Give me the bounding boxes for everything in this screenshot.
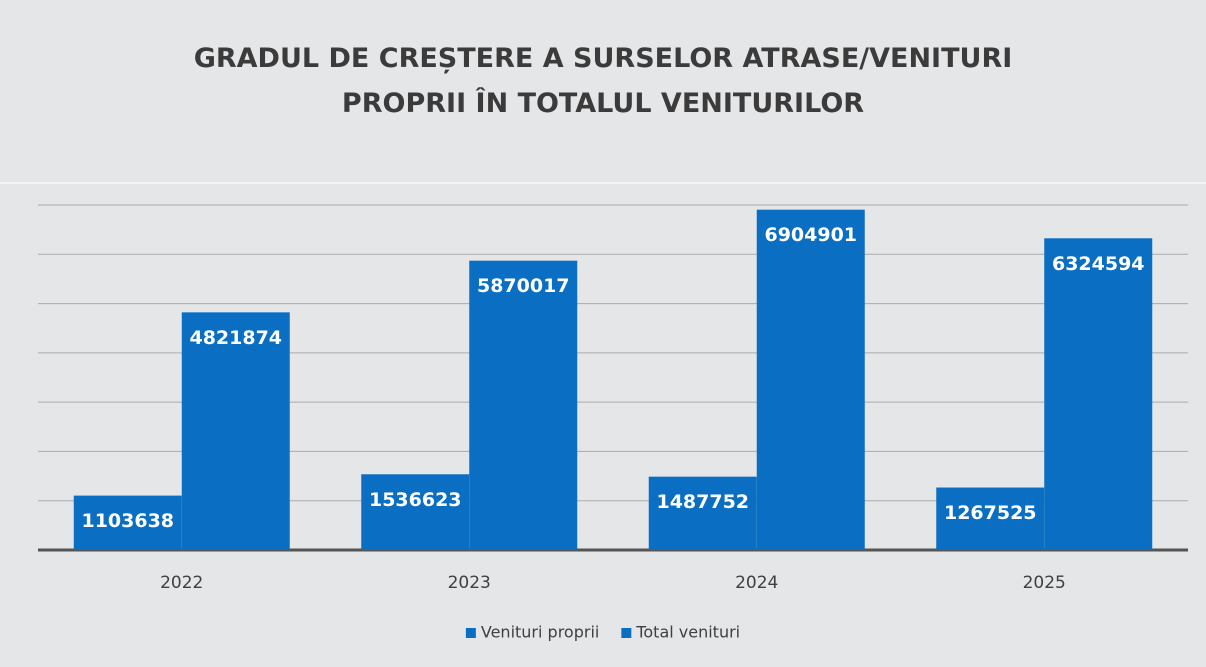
x-tick-label: 2022 xyxy=(160,573,203,593)
x-tick-label: 2024 xyxy=(735,573,778,593)
x-tick-label: 2025 xyxy=(1023,573,1066,593)
bar xyxy=(73,495,182,550)
bar xyxy=(936,487,1045,550)
bar xyxy=(181,312,290,550)
data-label: 1103638 xyxy=(81,510,174,532)
data-label: 4821874 xyxy=(189,327,282,349)
chart-title: GRADUL DE CREȘTERE A SURSELOR ATRASE/VEN… xyxy=(193,43,1013,119)
bar xyxy=(756,209,865,551)
legend-swatch xyxy=(621,628,632,638)
bar xyxy=(469,260,578,550)
bar xyxy=(648,476,757,550)
x-tick-label: 2023 xyxy=(448,573,491,593)
data-label: 6904901 xyxy=(764,224,857,246)
data-label: 6324594 xyxy=(1052,253,1145,275)
data-label: 5870017 xyxy=(477,275,570,297)
bar xyxy=(361,474,470,550)
data-label: 1267525 xyxy=(944,502,1037,524)
data-label: 1487752 xyxy=(656,491,749,513)
legend-label: Venituri proprii xyxy=(481,623,599,642)
legend-swatch xyxy=(465,628,476,638)
data-label: 1536623 xyxy=(369,489,462,511)
bar xyxy=(1044,238,1153,550)
legend-label: Total venituri xyxy=(635,623,740,642)
